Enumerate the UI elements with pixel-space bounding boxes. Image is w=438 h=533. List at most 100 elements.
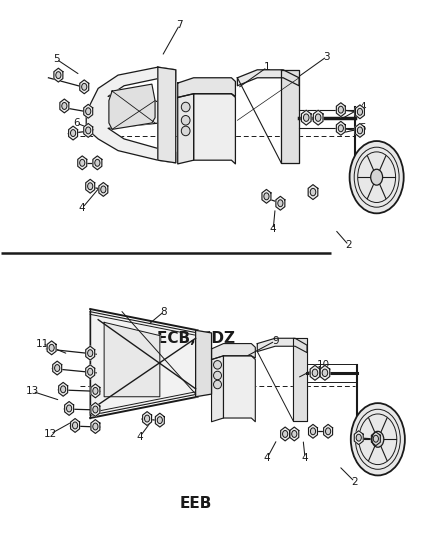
- Text: 2: 2: [351, 477, 357, 487]
- Circle shape: [56, 71, 61, 78]
- Polygon shape: [142, 411, 151, 425]
- Circle shape: [311, 369, 317, 376]
- Text: 2: 2: [345, 240, 351, 250]
- Polygon shape: [319, 366, 329, 380]
- Polygon shape: [355, 124, 364, 138]
- Circle shape: [92, 406, 98, 413]
- Polygon shape: [223, 356, 255, 422]
- Polygon shape: [280, 70, 298, 163]
- Circle shape: [338, 106, 343, 113]
- Text: EEB: EEB: [179, 496, 212, 511]
- Polygon shape: [85, 179, 95, 193]
- Polygon shape: [211, 344, 255, 360]
- Polygon shape: [90, 312, 197, 415]
- Circle shape: [350, 403, 404, 475]
- Polygon shape: [308, 424, 317, 438]
- Text: 5: 5: [359, 123, 365, 133]
- Text: 9: 9: [271, 336, 278, 346]
- Text: ECB, EDZ: ECB, EDZ: [156, 331, 234, 346]
- Circle shape: [92, 423, 98, 430]
- Polygon shape: [91, 419, 99, 433]
- Ellipse shape: [181, 116, 190, 125]
- Polygon shape: [195, 330, 211, 397]
- Polygon shape: [301, 110, 311, 125]
- Ellipse shape: [181, 102, 190, 112]
- Circle shape: [263, 193, 268, 200]
- Circle shape: [79, 159, 85, 166]
- Polygon shape: [85, 365, 95, 378]
- Text: 12: 12: [44, 429, 57, 439]
- Polygon shape: [355, 105, 364, 119]
- Text: 4: 4: [79, 203, 85, 213]
- Polygon shape: [104, 322, 159, 397]
- Circle shape: [88, 368, 92, 375]
- Circle shape: [325, 428, 330, 435]
- Circle shape: [95, 159, 100, 166]
- Circle shape: [314, 114, 320, 122]
- Ellipse shape: [213, 361, 221, 369]
- Circle shape: [321, 369, 327, 376]
- Polygon shape: [353, 431, 362, 445]
- Text: 4: 4: [301, 453, 307, 463]
- Text: 4: 4: [263, 453, 270, 463]
- Circle shape: [54, 365, 60, 372]
- Polygon shape: [53, 361, 61, 375]
- Text: 3: 3: [323, 52, 329, 61]
- Polygon shape: [78, 156, 87, 169]
- Circle shape: [92, 387, 98, 394]
- Circle shape: [60, 386, 66, 393]
- Polygon shape: [293, 338, 306, 421]
- Polygon shape: [84, 124, 92, 138]
- Circle shape: [85, 127, 91, 134]
- Circle shape: [72, 422, 78, 429]
- Circle shape: [88, 350, 92, 357]
- Circle shape: [349, 141, 403, 213]
- Circle shape: [277, 200, 283, 207]
- Polygon shape: [193, 94, 235, 164]
- Polygon shape: [71, 418, 79, 432]
- Text: 5: 5: [371, 418, 377, 429]
- Polygon shape: [371, 432, 379, 446]
- Circle shape: [291, 431, 296, 438]
- Text: 1: 1: [263, 62, 270, 72]
- Circle shape: [338, 125, 343, 132]
- Polygon shape: [158, 67, 175, 163]
- Circle shape: [144, 415, 149, 422]
- Text: 7: 7: [176, 20, 183, 30]
- Polygon shape: [47, 341, 56, 355]
- Polygon shape: [177, 94, 193, 164]
- Polygon shape: [275, 196, 284, 210]
- Circle shape: [372, 435, 378, 442]
- Circle shape: [49, 344, 54, 351]
- Text: 6: 6: [73, 118, 79, 128]
- Circle shape: [71, 130, 75, 136]
- Polygon shape: [68, 126, 78, 140]
- Text: 13: 13: [26, 386, 39, 397]
- Polygon shape: [59, 382, 67, 396]
- Ellipse shape: [181, 126, 190, 136]
- Circle shape: [357, 127, 362, 134]
- Text: 11: 11: [36, 338, 49, 349]
- Polygon shape: [177, 78, 235, 98]
- Text: 4: 4: [359, 102, 365, 112]
- Polygon shape: [54, 68, 63, 82]
- Polygon shape: [280, 427, 289, 441]
- Polygon shape: [237, 70, 298, 86]
- Circle shape: [62, 102, 67, 109]
- Polygon shape: [93, 156, 102, 169]
- Circle shape: [81, 83, 87, 90]
- Polygon shape: [91, 384, 99, 398]
- Text: 4: 4: [269, 224, 276, 235]
- Circle shape: [371, 431, 383, 447]
- Polygon shape: [91, 402, 99, 416]
- Polygon shape: [211, 356, 223, 422]
- Circle shape: [67, 405, 71, 412]
- Polygon shape: [99, 182, 108, 196]
- Polygon shape: [257, 338, 306, 353]
- Polygon shape: [307, 184, 317, 199]
- Ellipse shape: [213, 380, 221, 389]
- Circle shape: [310, 428, 315, 435]
- Polygon shape: [86, 67, 175, 163]
- Circle shape: [357, 108, 362, 115]
- Circle shape: [157, 417, 162, 424]
